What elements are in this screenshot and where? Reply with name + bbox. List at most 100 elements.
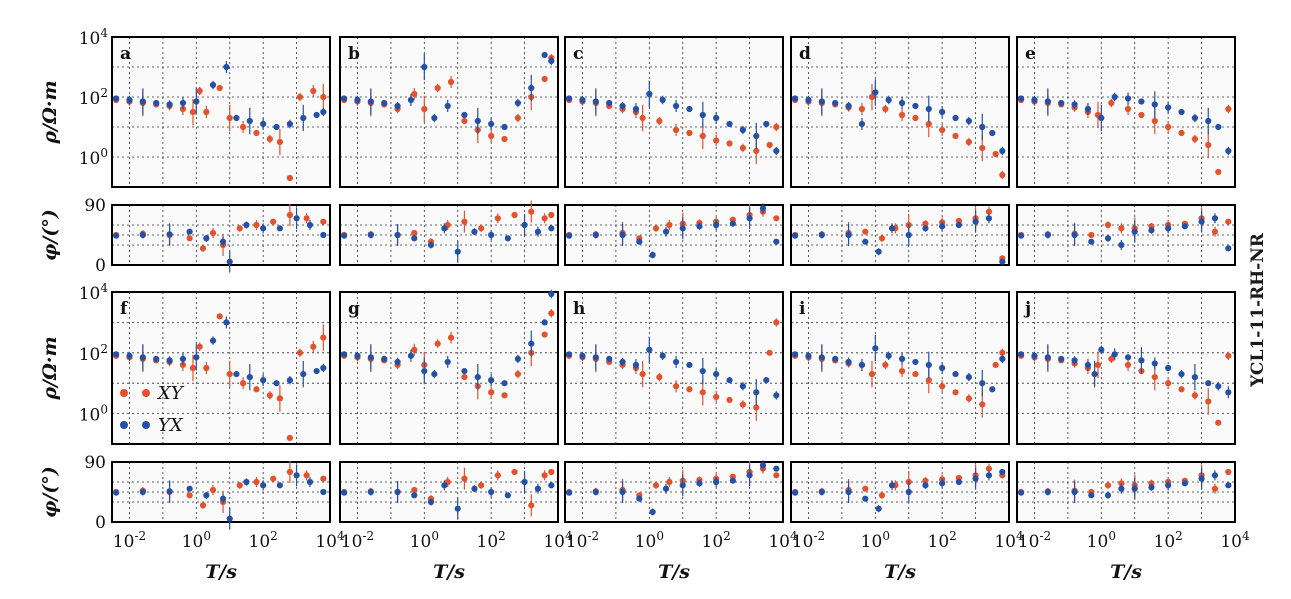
xy-rho-point	[979, 144, 986, 152]
yx-rho-point	[320, 364, 327, 372]
yx-phase-point	[243, 221, 250, 229]
x-tick-label: 100	[861, 529, 890, 552]
yx-rho-point	[818, 354, 825, 361]
xy-rho-point	[179, 361, 187, 369]
plot-background	[340, 37, 558, 187]
yx-rho-point	[273, 380, 280, 387]
yx-rho-point	[1151, 360, 1158, 367]
yx-rho-point	[632, 361, 640, 369]
yx-rho-point	[313, 367, 320, 375]
yx-phase-point	[320, 488, 327, 496]
yx-phase-point	[1018, 489, 1025, 496]
x-tick-label: 102	[928, 529, 957, 552]
yx-rho-point	[407, 96, 415, 104]
yx-rho-point	[367, 98, 374, 105]
yx-rho-point	[965, 374, 972, 381]
yx-rho-point	[763, 120, 770, 128]
panel-b: b	[339, 36, 559, 266]
yx-rho-point	[592, 98, 599, 105]
yx-rho-point	[528, 340, 535, 347]
panel-f: f	[111, 291, 331, 530]
yx-phase-point	[260, 225, 267, 232]
yx-rho-point	[1205, 380, 1212, 387]
xy-rho-point	[548, 310, 555, 317]
yx-rho-point	[925, 361, 932, 369]
yx-rho-point	[979, 123, 986, 131]
yx-rho-point	[659, 352, 666, 359]
xy-rho-point	[1165, 380, 1172, 387]
rho-tick-label: 104	[79, 26, 109, 49]
xy-rho-point	[320, 93, 327, 101]
yx-rho-point	[686, 361, 693, 369]
panel-label-i: i	[799, 299, 806, 319]
xy-rho-point	[1124, 361, 1132, 369]
xy-rho-point	[1205, 398, 1212, 405]
xy-rho-point	[773, 123, 780, 131]
yx-rho-point	[421, 63, 428, 71]
xy-rho-point	[501, 392, 508, 399]
xy-phase-point	[494, 215, 501, 222]
xy-phase-point	[922, 220, 929, 227]
rho-tick-label: 100	[79, 146, 108, 169]
xy-rho-point	[858, 105, 866, 113]
xy-phase-point	[253, 478, 260, 486]
xy-rho-point	[686, 129, 693, 137]
panel-label-f: f	[120, 299, 129, 319]
xy-phase-point	[411, 229, 418, 237]
xy-rho-point	[992, 150, 999, 158]
xy-rho-point	[434, 84, 441, 92]
yx-phase-point	[243, 478, 250, 486]
yx-rho-point	[474, 117, 481, 125]
yx-rho-point	[773, 147, 780, 155]
yx-rho-point	[646, 90, 653, 98]
xy-rho-point	[411, 90, 418, 98]
yx-rho-point	[912, 102, 919, 110]
yx-rho-point	[818, 98, 825, 105]
yx-rho-point	[606, 99, 613, 107]
xy-phase-point	[878, 492, 886, 499]
x-tick-label: 102	[702, 529, 731, 552]
plot-frame	[339, 291, 559, 445]
yx-phase-point	[1088, 492, 1095, 499]
yx-rho-point	[461, 111, 468, 119]
yx-rho-point	[965, 117, 972, 125]
xy-phase-point	[303, 215, 310, 222]
xy-phase-point	[652, 225, 660, 232]
xy-rho-point	[912, 114, 919, 122]
plot-background	[340, 292, 558, 444]
xy-phase-point	[985, 208, 993, 215]
yx-rho-point	[832, 355, 839, 362]
xy-rho-point	[656, 117, 663, 125]
plot-background	[791, 37, 1009, 187]
yx-rho-point	[341, 351, 348, 358]
yx-rho-point	[566, 351, 573, 358]
yx-rho-point	[514, 355, 521, 362]
yx-phase-point	[972, 218, 979, 225]
xy-rho-point	[672, 383, 680, 390]
yx-phase-point	[939, 223, 946, 230]
yx-rho-point	[885, 96, 892, 104]
yx-phase-point	[905, 488, 912, 496]
yx-rho-point	[394, 358, 401, 366]
yx-rho-point	[632, 105, 640, 113]
yx-rho-point	[619, 102, 626, 110]
yx-rho-point	[773, 392, 780, 399]
yx-rho-point	[1044, 354, 1051, 361]
yx-phase-point	[203, 492, 210, 499]
yx-rho-point	[381, 99, 388, 107]
phase-tick-label: 90	[84, 196, 106, 216]
xy-phase-point	[666, 478, 673, 486]
yx-rho-point	[885, 352, 892, 359]
yx-phase-point	[636, 238, 643, 245]
xy-rho-point	[713, 137, 720, 144]
plot-frame	[1016, 461, 1236, 523]
plot-frame	[790, 461, 1010, 523]
yx-rho-point	[832, 99, 839, 107]
yx-phase-point	[1118, 241, 1125, 249]
xy-phase-point	[541, 215, 548, 222]
xy-rho-point	[739, 144, 746, 152]
yx-rho-point	[166, 357, 173, 364]
xy-rho-point	[1215, 168, 1222, 176]
yx-phase-point	[729, 220, 736, 227]
station-label-text: YCL1-11-RH-NR	[1248, 233, 1268, 387]
